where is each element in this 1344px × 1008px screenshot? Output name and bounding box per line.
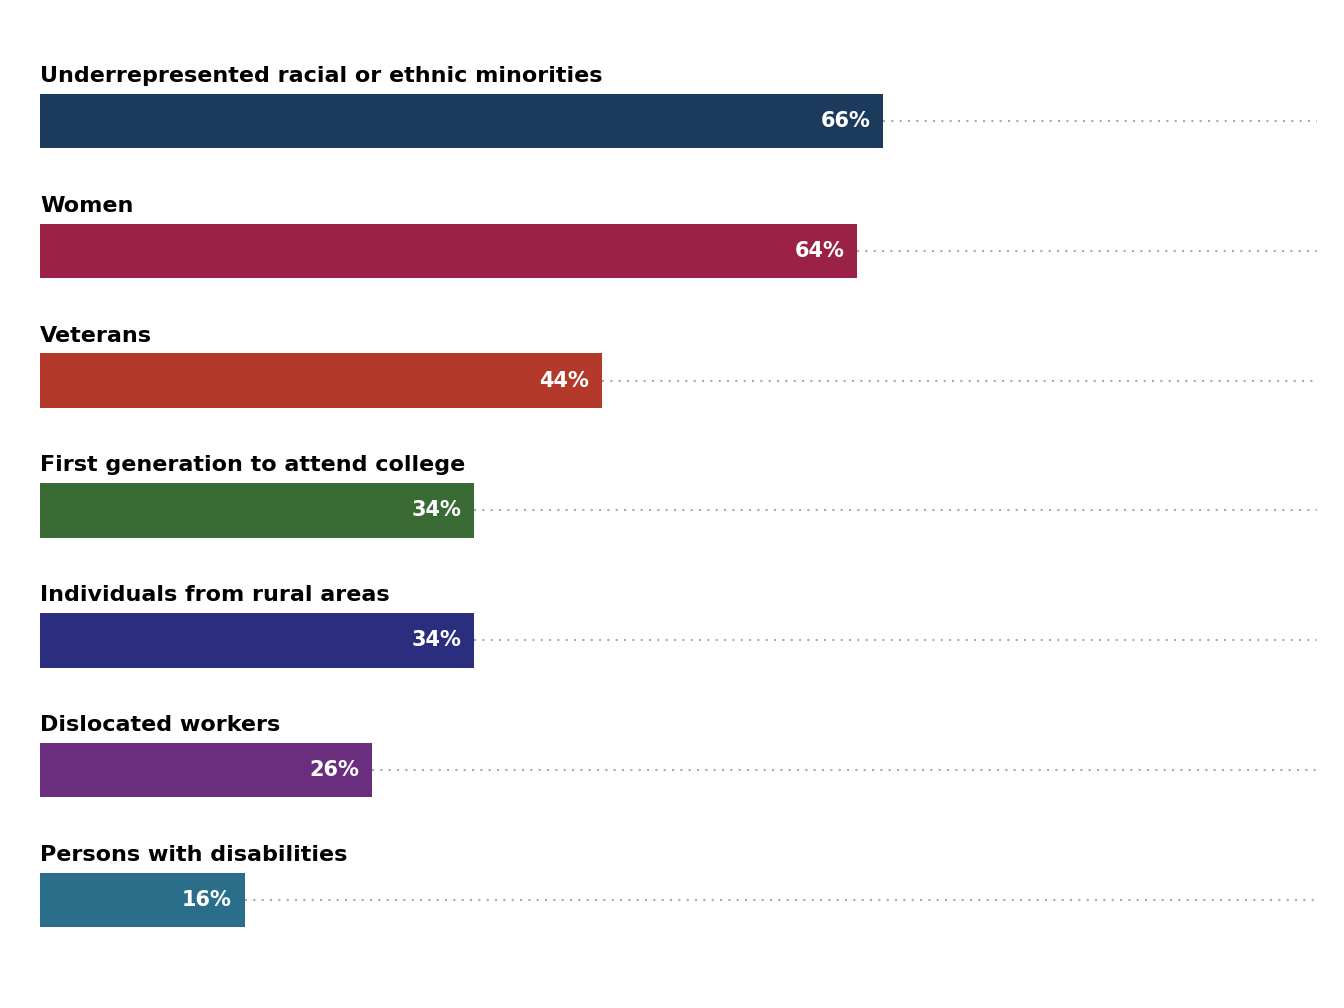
Bar [40,613,474,667]
Text: Dislocated workers: Dislocated workers [40,715,281,735]
Text: Persons with disabilities: Persons with disabilities [40,845,348,865]
Text: 26%: 26% [309,760,360,780]
Text: Underrepresented racial or ethnic minorities: Underrepresented racial or ethnic minori… [40,67,603,86]
Text: 34%: 34% [411,501,462,520]
Text: 66%: 66% [820,111,871,131]
Text: 16%: 16% [181,890,231,910]
Text: Women: Women [40,196,133,216]
Text: Individuals from rural areas: Individuals from rural areas [40,586,390,605]
Bar [40,873,245,927]
Bar [40,743,372,797]
Text: Veterans: Veterans [40,326,152,346]
Text: 44%: 44% [539,371,589,391]
Text: 34%: 34% [411,630,462,650]
Text: 64%: 64% [794,241,845,261]
Text: First generation to attend college: First generation to attend college [40,456,465,476]
Bar [40,354,602,408]
Bar [40,224,857,278]
Bar [40,483,474,537]
Bar [40,94,883,148]
